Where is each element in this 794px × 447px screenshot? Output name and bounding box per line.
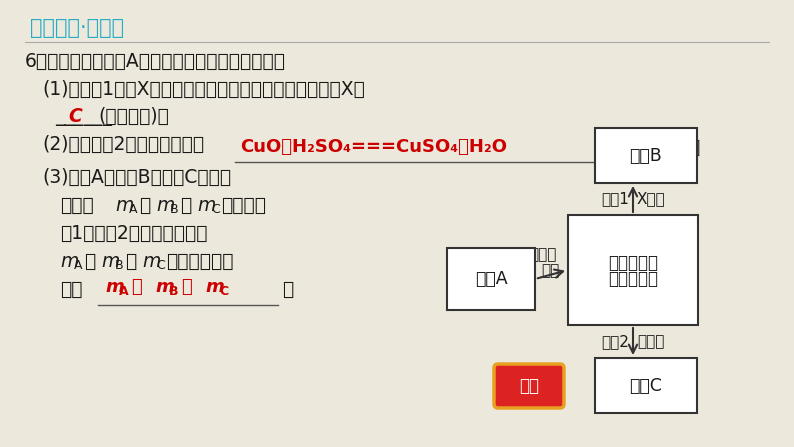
Text: 铜片C: 铜片C (630, 376, 662, 395)
FancyBboxPatch shape (494, 364, 564, 408)
Text: A: A (129, 203, 137, 216)
Text: 法1和方法2均完全反应，则: 法1和方法2均完全反应，则 (60, 224, 207, 243)
Text: 三者的大小关: 三者的大小关 (166, 252, 233, 271)
Text: C: C (156, 259, 164, 272)
Text: m: m (155, 278, 174, 296)
FancyBboxPatch shape (447, 248, 535, 310)
FancyBboxPatch shape (568, 215, 698, 325)
Text: ______: ______ (55, 107, 112, 126)
Text: 、: 、 (84, 252, 95, 271)
Text: m: m (60, 252, 79, 271)
Text: C: C (211, 203, 220, 216)
Text: 方法2: 方法2 (601, 334, 629, 349)
Text: ，其中方: ，其中方 (221, 196, 266, 215)
Text: 、: 、 (139, 196, 150, 215)
Text: 。: 。 (688, 138, 700, 157)
Text: ＝: ＝ (131, 278, 142, 296)
Text: 空气中: 空气中 (530, 247, 557, 262)
Text: (1)若方法1中的X物质为常见固体，且发生置换反应，则X是: (1)若方法1中的X物质为常见固体，且发生置换反应，则X是 (42, 80, 365, 99)
Text: 、: 、 (180, 196, 191, 215)
Text: m: m (205, 278, 224, 296)
Text: A: A (74, 259, 83, 272)
Text: 物质的铜片: 物质的铜片 (608, 270, 658, 288)
Text: (3)铜片A、铜片B、铜片C的质量: (3)铜片A、铜片B、铜片C的质量 (42, 168, 231, 187)
Text: 稀硫酸: 稀硫酸 (637, 334, 665, 349)
Text: m: m (156, 196, 174, 215)
Text: 系为: 系为 (60, 280, 83, 299)
Text: CuO＋H₂SO₄===CuSO₄＋H₂O: CuO＋H₂SO₄===CuSO₄＋H₂O (240, 138, 507, 156)
Text: m: m (115, 196, 133, 215)
Text: 6．如图所示为铜片A的系列变化，据图回答问题：: 6．如图所示为铜片A的系列变化，据图回答问题： (25, 52, 286, 71)
Text: 分别是: 分别是 (60, 196, 94, 215)
Text: 返回: 返回 (519, 377, 539, 395)
Text: m: m (105, 278, 124, 296)
Text: m: m (197, 196, 215, 215)
Text: B: B (115, 259, 124, 272)
Text: X物质: X物质 (637, 191, 665, 207)
Text: 表面有黑色: 表面有黑色 (608, 254, 658, 272)
Text: 夯实基础·逐点练: 夯实基础·逐点练 (30, 18, 124, 38)
Text: 。: 。 (282, 280, 293, 299)
Text: A: A (119, 285, 129, 298)
FancyBboxPatch shape (595, 128, 697, 183)
Text: B: B (170, 203, 179, 216)
Text: 加热: 加热 (542, 263, 560, 278)
Text: (填化学式)。: (填化学式)。 (98, 107, 169, 126)
Text: C: C (219, 285, 228, 298)
Text: 铜片A: 铜片A (475, 270, 507, 288)
Text: 方法1: 方法1 (601, 191, 629, 207)
Text: 铜片B: 铜片B (630, 147, 662, 164)
Text: m: m (101, 252, 119, 271)
Text: B: B (169, 285, 179, 298)
Text: C: C (68, 107, 82, 126)
Text: 、: 、 (125, 252, 137, 271)
Text: m: m (142, 252, 160, 271)
Text: (2)写出方法2的化学方程式：: (2)写出方法2的化学方程式： (42, 135, 204, 154)
Text: ＞: ＞ (181, 278, 191, 296)
FancyBboxPatch shape (595, 358, 697, 413)
